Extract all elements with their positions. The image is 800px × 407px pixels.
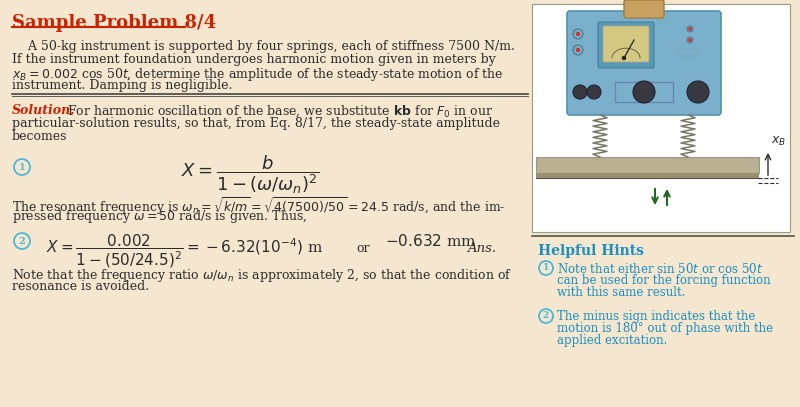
Text: 1: 1 bbox=[543, 263, 549, 273]
FancyBboxPatch shape bbox=[624, 0, 664, 18]
Text: The resonant frequency is $\omega_n = \sqrt{k/m} = \sqrt{4(7500)/50} = 24.5$ rad: The resonant frequency is $\omega_n = \s… bbox=[12, 195, 506, 217]
Circle shape bbox=[633, 81, 655, 103]
Text: 1: 1 bbox=[18, 162, 26, 171]
Text: For harmonic oscillation of the base, we substitute $\mathbf{kb}$ for $F_0$ in o: For harmonic oscillation of the base, we… bbox=[67, 104, 493, 120]
Text: 2: 2 bbox=[18, 236, 26, 245]
FancyBboxPatch shape bbox=[598, 22, 654, 68]
Text: 2: 2 bbox=[543, 311, 549, 320]
Circle shape bbox=[689, 39, 691, 41]
Circle shape bbox=[577, 48, 579, 52]
Text: Note that the frequency ratio $\omega/\omega_n$ is approximately 2, so that the : Note that the frequency ratio $\omega/\o… bbox=[12, 267, 512, 284]
Text: Sample Problem 8/4: Sample Problem 8/4 bbox=[12, 14, 216, 32]
Bar bbox=[615, 82, 673, 102]
Text: The minus sign indicates that the: The minus sign indicates that the bbox=[557, 310, 755, 323]
Text: A 50-kg instrument is supported by four springs, each of stiffness 7500 N/m.: A 50-kg instrument is supported by four … bbox=[12, 40, 515, 53]
Circle shape bbox=[577, 33, 579, 35]
Text: pressed frequency $\omega = 50$ rad/s is given. Thus,: pressed frequency $\omega = 50$ rad/s is… bbox=[12, 208, 307, 225]
FancyBboxPatch shape bbox=[603, 26, 649, 62]
Circle shape bbox=[573, 85, 587, 99]
Text: Note that either sin 50$t$ or cos 50$t$: Note that either sin 50$t$ or cos 50$t$ bbox=[557, 262, 763, 276]
Text: motion is 180° out of phase with the: motion is 180° out of phase with the bbox=[557, 322, 773, 335]
Text: Solution.: Solution. bbox=[12, 104, 76, 117]
Text: or: or bbox=[356, 242, 370, 255]
Text: $x_B = 0.002$ cos 50$t$, determine the amplitude of the steady-state motion of t: $x_B = 0.002$ cos 50$t$, determine the a… bbox=[12, 66, 503, 83]
Circle shape bbox=[687, 81, 709, 103]
FancyBboxPatch shape bbox=[567, 11, 721, 115]
Text: instrument. Damping is negligible.: instrument. Damping is negligible. bbox=[12, 79, 232, 92]
Circle shape bbox=[622, 57, 626, 59]
Bar bbox=[536, 157, 759, 173]
Circle shape bbox=[689, 28, 691, 30]
Text: with this same result.: with this same result. bbox=[557, 286, 686, 299]
Text: applied excitation.: applied excitation. bbox=[557, 334, 667, 347]
Text: $-0.632$ mm: $-0.632$ mm bbox=[385, 233, 477, 249]
Text: If the instrument foundation undergoes harmonic motion given in meters by: If the instrument foundation undergoes h… bbox=[12, 53, 496, 66]
Text: particular-solution results, so that, from Eq. 8/17, the steady-state amplitude: particular-solution results, so that, fr… bbox=[12, 117, 500, 130]
Bar bbox=[536, 173, 759, 178]
Text: becomes: becomes bbox=[12, 130, 67, 143]
Text: can be used for the forcing function: can be used for the forcing function bbox=[557, 274, 770, 287]
Text: Helpful Hints: Helpful Hints bbox=[538, 244, 644, 258]
Text: Ans.: Ans. bbox=[467, 242, 496, 255]
Text: $x_B$: $x_B$ bbox=[771, 135, 786, 148]
Text: $X = \dfrac{0.002}{1-(50/24.5)^2} = -6.32(10^{-4})$ m: $X = \dfrac{0.002}{1-(50/24.5)^2} = -6.3… bbox=[46, 233, 324, 271]
Text: resonance is avoided.: resonance is avoided. bbox=[12, 280, 149, 293]
Circle shape bbox=[587, 85, 601, 99]
Text: $X = \dfrac{b}{1 - (\omega/\omega_n)^2}$: $X = \dfrac{b}{1 - (\omega/\omega_n)^2}$ bbox=[181, 153, 319, 196]
Bar bbox=[532, 4, 790, 232]
